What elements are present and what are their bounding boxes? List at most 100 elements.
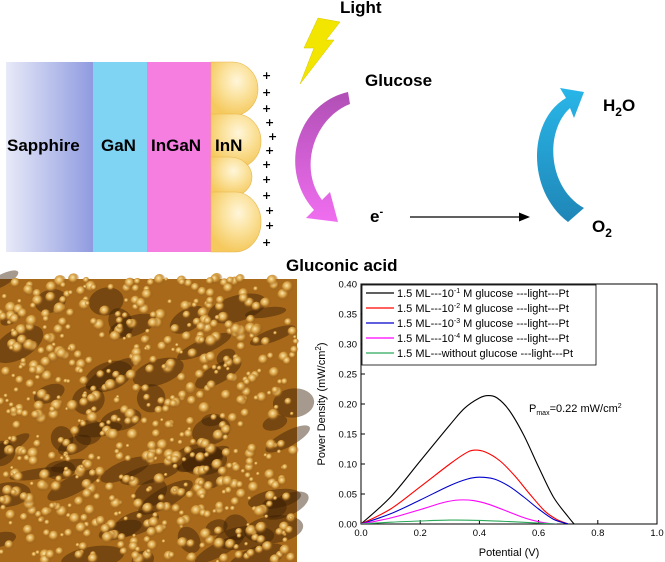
svg-text:+: +: [265, 116, 274, 129]
afm-grain: [36, 479, 49, 492]
x-tick-label: 0.0: [354, 528, 367, 539]
afm-grain: [65, 308, 76, 318]
inn-layer: [210, 61, 262, 253]
afm-grain: [285, 525, 294, 535]
afm-grain: [38, 469, 52, 482]
afm-grain: [287, 445, 300, 457]
afm-grain: [247, 481, 260, 494]
h2o-label: H2O: [603, 96, 635, 119]
afm-grain: [186, 552, 198, 562]
afm-grain: [176, 537, 189, 550]
afm-grain: [186, 395, 198, 407]
afm-grain: [235, 395, 247, 406]
afm-grain: [114, 310, 122, 319]
afm-grain: [212, 509, 218, 515]
afm-grain: [257, 354, 270, 366]
afm-grain: [151, 429, 162, 439]
afm-grain: [12, 420, 22, 431]
svg-text:+: +: [265, 219, 274, 232]
afm-grain: [77, 367, 85, 375]
afm-grain: [266, 352, 275, 360]
afm-grain: [82, 488, 93, 500]
afm-grain: [143, 393, 151, 402]
y-tick-label: 0.15: [339, 430, 358, 441]
afm-grain: [35, 550, 41, 556]
afm-grain: [49, 406, 57, 414]
afm-grain: [21, 410, 30, 419]
afm-grain: [197, 479, 206, 487]
afm-grain: [135, 297, 147, 310]
afm-grain: [29, 481, 35, 487]
afm-grain: [240, 408, 251, 419]
afm-grain: [141, 384, 150, 393]
afm-grain: [85, 356, 94, 366]
afm-valley: [263, 491, 309, 520]
afm-grain: [136, 512, 144, 520]
afm-grain: [104, 378, 118, 392]
afm-grain: [67, 346, 72, 352]
afm-grain: [205, 351, 217, 364]
water-arrow: [537, 88, 584, 222]
afm-grain: [253, 505, 267, 519]
afm-grain: [75, 522, 88, 535]
afm-grain: [266, 390, 273, 396]
afm-grain: [65, 324, 72, 331]
afm-valley: [88, 287, 124, 316]
series-line-5: [361, 519, 557, 524]
afm-grain: [161, 520, 169, 527]
afm-grain: [16, 334, 28, 346]
series-line-2: [361, 449, 569, 524]
afm-grain: [65, 456, 72, 463]
afm-grain: [235, 527, 244, 536]
afm-grain: [280, 378, 289, 386]
glucose-arrow: [295, 92, 350, 222]
afm-grain: [172, 463, 179, 470]
afm-grain: [215, 295, 226, 306]
afm-grain: [10, 277, 21, 289]
afm-grain: [226, 372, 237, 383]
afm-grain: [256, 368, 263, 374]
legend-entry: 1.5 ML---10-3 M glucose ---light---Pt: [397, 318, 569, 330]
afm-grain: [124, 277, 136, 289]
afm-grain: [25, 314, 39, 328]
afm-grain: [163, 472, 169, 478]
svg-text:+: +: [262, 173, 271, 186]
svg-text:+: +: [262, 102, 271, 115]
afm-grain: [213, 537, 226, 551]
afm-grain: [84, 504, 97, 517]
afm-grain: [149, 311, 158, 320]
afm-grain: [59, 333, 66, 340]
afm-grain: [220, 389, 232, 402]
afm-grain: [13, 387, 20, 394]
sapphire-label: Sapphire: [7, 136, 80, 155]
afm-grain: [73, 350, 84, 360]
device-schematic: Sapphire GaN InGaN InN + + + + + + + + +…: [6, 0, 635, 275]
afm-grain: [174, 343, 180, 348]
afm-grain: [224, 506, 230, 512]
afm-grain: [132, 383, 142, 393]
afm-grain: [86, 411, 100, 425]
afm-grain: [256, 392, 268, 404]
afm-grain: [83, 459, 94, 471]
afm-grain: [238, 293, 250, 305]
svg-text:+: +: [268, 130, 277, 143]
afm-grain: [133, 277, 142, 286]
afm-grain: [272, 496, 278, 501]
afm-grain: [141, 288, 154, 301]
electron-arrowhead: [519, 212, 530, 222]
afm-grain: [75, 286, 87, 297]
afm-grain: [277, 476, 288, 487]
afm-grain: [59, 456, 65, 461]
afm-grain: [164, 277, 169, 282]
afm-grain: [157, 494, 166, 502]
afm-grain: [22, 284, 35, 296]
afm-grain: [0, 397, 6, 407]
afm-grain: [168, 551, 176, 560]
afm-grain: [265, 439, 278, 452]
afm-grain: [253, 395, 260, 402]
afm-grain: [37, 347, 46, 356]
afm-grain: [0, 312, 8, 322]
afm-grain: [10, 329, 20, 339]
afm-grain: [10, 489, 18, 497]
afm-grain: [203, 510, 213, 520]
